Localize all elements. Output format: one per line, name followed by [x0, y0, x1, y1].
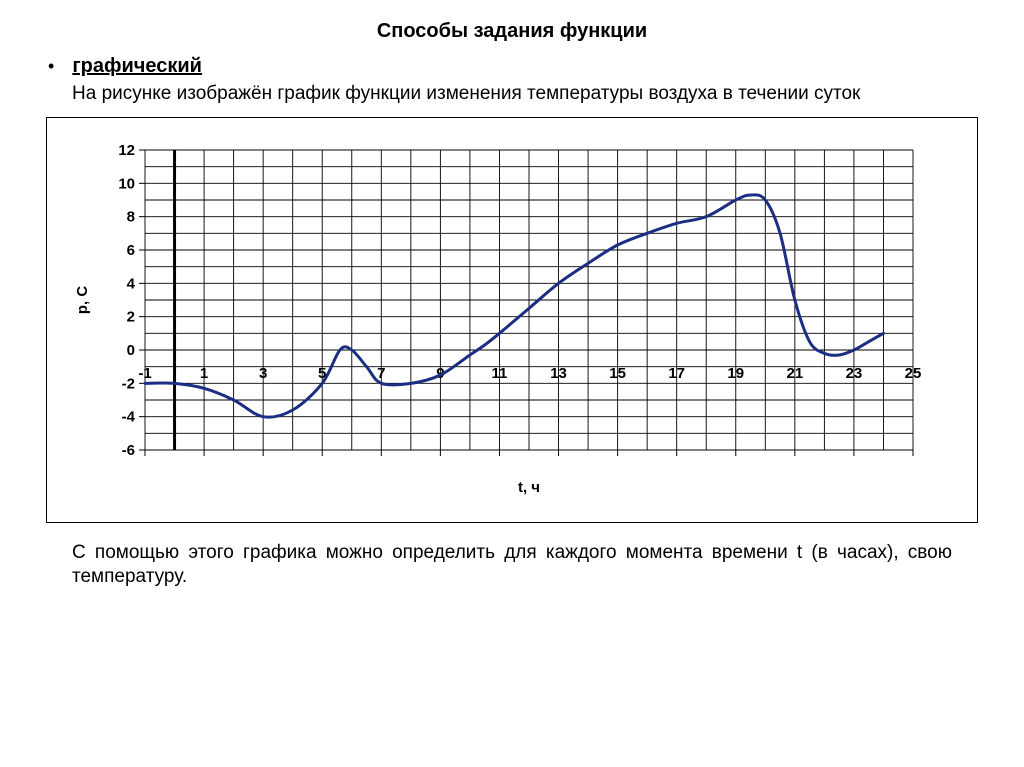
bullet-marker: • — [48, 56, 54, 77]
svg-text:-1: -1 — [138, 365, 151, 382]
chart-frame: -6-4-2024681012-1135791113151719212325p,… — [46, 117, 978, 523]
svg-text:13: 13 — [550, 365, 567, 382]
bullet-row: • графический — [40, 55, 984, 78]
svg-text:-4: -4 — [122, 408, 136, 425]
svg-text:6: 6 — [127, 242, 135, 259]
svg-text:11: 11 — [492, 365, 508, 382]
outro-text: С помощью этого графика можно определить… — [72, 541, 952, 590]
intro-text: На рисунке изображён график функции изме… — [72, 82, 984, 107]
svg-text:-2: -2 — [122, 375, 135, 392]
svg-text:12: 12 — [118, 142, 135, 159]
svg-text:-6: -6 — [122, 442, 135, 459]
svg-text:p, C: p, C — [74, 285, 91, 313]
temperature-chart: -6-4-2024681012-1135791113151719212325p,… — [57, 132, 937, 512]
svg-text:25: 25 — [905, 365, 922, 382]
svg-text:t, ч: t, ч — [518, 479, 540, 496]
svg-text:4: 4 — [127, 275, 136, 292]
svg-text:21: 21 — [787, 365, 804, 382]
svg-text:2: 2 — [127, 308, 135, 325]
svg-text:3: 3 — [259, 365, 267, 382]
svg-text:19: 19 — [727, 365, 744, 382]
svg-text:10: 10 — [118, 175, 135, 192]
svg-text:23: 23 — [846, 365, 863, 382]
subheading: графический — [72, 55, 202, 78]
svg-text:17: 17 — [668, 365, 685, 382]
svg-text:7: 7 — [377, 365, 385, 382]
svg-text:1: 1 — [200, 365, 208, 382]
svg-text:15: 15 — [609, 365, 626, 382]
page-title: Способы задания функции — [40, 20, 984, 43]
svg-text:0: 0 — [127, 342, 135, 359]
svg-text:8: 8 — [127, 208, 135, 225]
